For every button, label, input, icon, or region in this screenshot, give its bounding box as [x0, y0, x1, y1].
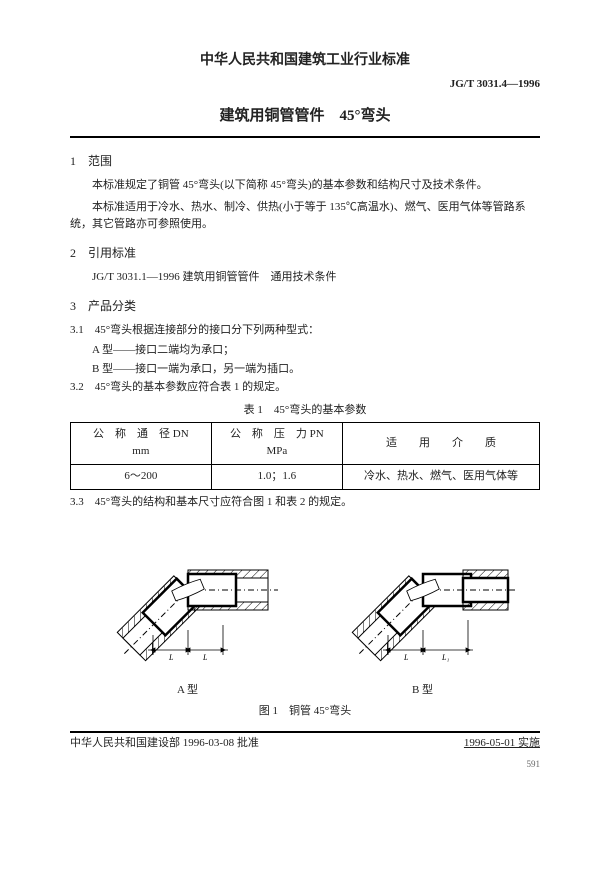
cell-medium: 冷水、热水、燃气、医用气体等 — [343, 465, 540, 490]
svg-text:L: L — [168, 653, 174, 662]
section-2-p1: JG/T 3031.1—1996 建筑用铜管管件 通用技术条件 — [70, 269, 540, 287]
table-row: 6～200 1.0；1.6 冷水、热水、燃气、医用气体等 — [71, 465, 540, 490]
figure-1-caption: 图 1 铜管 45°弯头 — [70, 703, 540, 721]
figure-b-label: B 型 — [328, 682, 518, 700]
elbow-b-diagram: L L₁ — [328, 525, 518, 675]
section-3-2: 3.2 45°弯头的基本参数应符合表 1 的规定。 — [70, 379, 540, 397]
horizontal-rule — [70, 136, 540, 138]
svg-text:L₁: L₁ — [441, 653, 449, 662]
cell-pn: 1.0；1.6 — [211, 465, 342, 490]
cell-dn: 6～200 — [71, 465, 212, 490]
th-pn: 公 称 压 力 PN — [230, 428, 324, 440]
table-row: 公 称 通 径 DN mm 公 称 压 力 PN MPa 适 用 介 质 — [71, 422, 540, 464]
figure-a-cell: L L A 型 — [93, 525, 283, 699]
doc-title: 建筑用铜管管件 45°弯头 — [70, 104, 540, 128]
svg-text:L: L — [202, 653, 208, 662]
section-1-head: 1 范围 — [70, 152, 540, 171]
org-header: 中华人民共和国建筑工业行业标准 — [70, 50, 540, 72]
th-pn-unit: MPa — [266, 445, 287, 457]
section-3-head: 3 产品分类 — [70, 297, 540, 316]
th-dn-unit: mm — [132, 445, 149, 457]
footer-right: 1996-05-01 实施 — [464, 735, 540, 753]
section-2-head: 2 引用标准 — [70, 244, 540, 263]
section-1-p2: 本标准适用于冷水、热水、制冷、供热(小于等于 135℃高温水)、燃气、医用气体等… — [70, 199, 540, 234]
figure-row: L L A 型 — [70, 525, 540, 699]
section-1-p1: 本标准规定了铜管 45°弯头(以下简称 45°弯头)的基本参数和结构尺寸及技术条… — [70, 177, 540, 195]
figure-b-cell: L L₁ B 型 — [328, 525, 518, 699]
table-1-caption: 表 1 45°弯头的基本参数 — [70, 402, 540, 420]
page: 中华人民共和国建筑工业行业标准 JG/T 3031.4—1996 建筑用铜管管件… — [0, 0, 600, 791]
section-3-1: 3.1 45°弯头根据连接部分的接口分下列两种型式： — [70, 322, 540, 340]
th-medium: 适 用 介 质 — [343, 422, 540, 464]
table-1: 公 称 通 径 DN mm 公 称 压 力 PN MPa 适 用 介 质 6～2… — [70, 422, 540, 490]
elbow-a-diagram: L L — [93, 525, 283, 675]
standard-code: JG/T 3031.4—1996 — [70, 76, 540, 94]
type-b-line: B 型——接口一端为承口，另一端为插口。 — [92, 361, 540, 379]
section-3-3: 3.3 45°弯头的结构和基本尺寸应符合图 1 和表 2 的规定。 — [70, 494, 540, 512]
type-a-line: A 型——接口二端均为承口； — [92, 342, 540, 360]
svg-text:L: L — [403, 653, 409, 662]
figure-a-label: A 型 — [93, 682, 283, 700]
footer-left: 中华人民共和国建设部 1996-03-08 批准 — [70, 735, 259, 753]
footer: 中华人民共和国建设部 1996-03-08 批准 1996-05-01 实施 — [70, 731, 540, 753]
th-dn: 公 称 通 径 DN — [93, 428, 189, 440]
page-number: 591 — [70, 757, 540, 771]
